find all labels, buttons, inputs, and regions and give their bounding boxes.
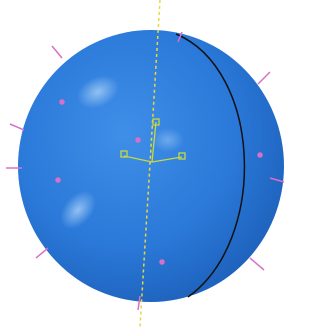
marker (258, 153, 262, 157)
highlight (152, 128, 184, 152)
marker (56, 178, 60, 182)
marker (160, 260, 164, 264)
viewport (0, 0, 297, 327)
marker (60, 100, 64, 104)
marker (136, 138, 140, 142)
